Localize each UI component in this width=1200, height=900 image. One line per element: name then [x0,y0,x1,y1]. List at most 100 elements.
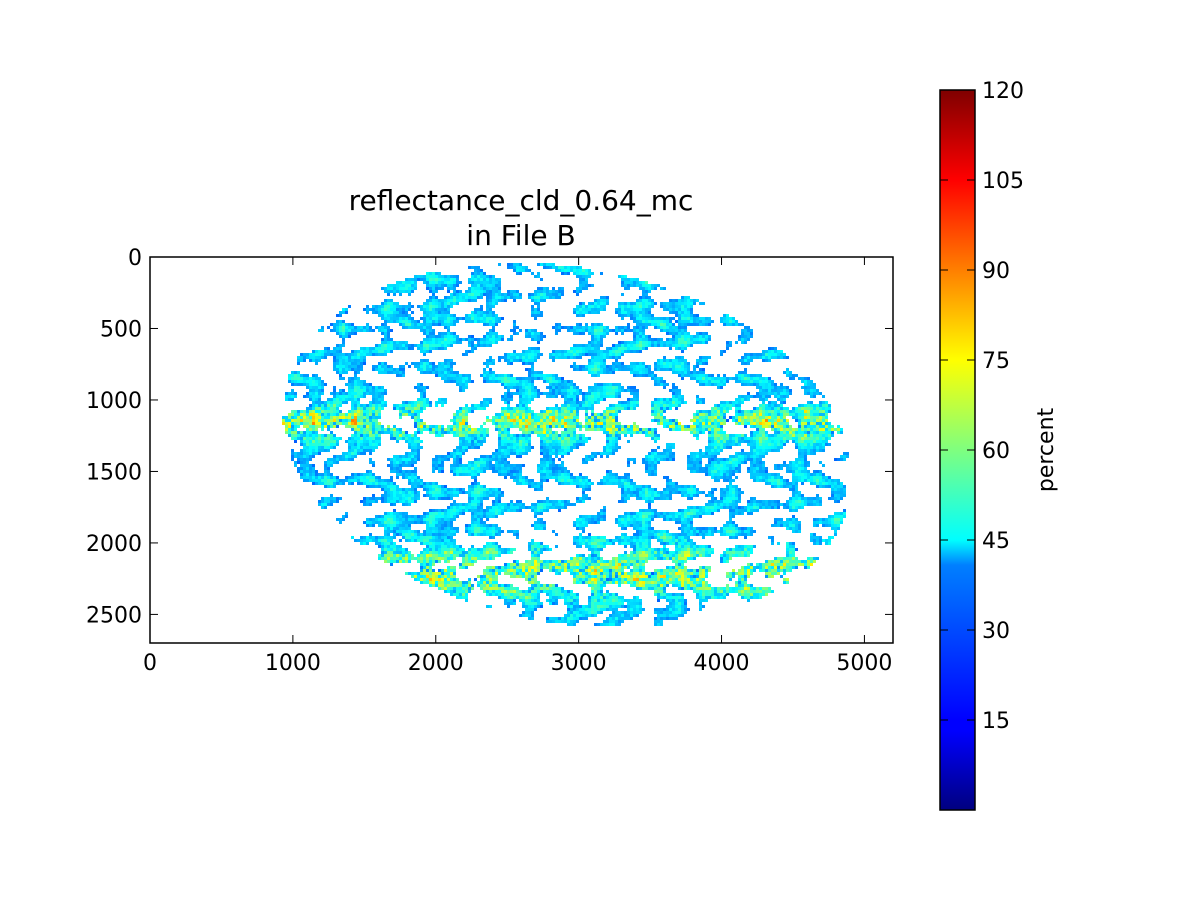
image-cell [357,395,360,398]
image-cell [546,392,549,395]
image-cell [810,389,813,392]
image-cell [588,275,591,278]
image-cell [285,422,288,425]
image-cell [651,434,654,437]
image-cell [372,419,375,422]
image-cell [630,284,633,287]
image-cell [300,422,303,425]
image-cell [777,386,780,389]
image-cell [594,350,597,353]
image-cell [348,362,351,365]
image-cell [768,377,771,380]
image-cell [390,368,393,371]
image-cell [648,323,651,326]
image-cell [564,431,567,434]
image-cell [648,365,651,368]
image-cell [561,272,564,275]
image-cell [597,365,600,368]
image-cell [732,401,735,404]
image-cell [480,269,483,272]
image-cell [816,431,819,434]
image-cell [555,443,558,446]
image-cell [531,272,534,275]
image-cell [738,404,741,407]
image-cell [351,407,354,410]
image-cell [600,359,603,362]
image-cell [780,392,783,395]
image-cell [819,431,822,434]
image-cell [477,440,480,443]
image-cell [354,389,357,392]
image-cell [642,338,645,341]
image-cell [558,383,561,386]
image-cell [558,410,561,413]
image-cell [786,410,789,413]
image-cell [792,428,795,431]
image-cell [435,428,438,431]
image-cell [360,329,363,332]
image-cell [447,425,450,428]
image-cell [507,401,510,404]
image-cell [654,344,657,347]
image-cell [387,326,390,329]
image-cell [723,419,726,422]
image-cell [504,425,507,428]
image-cell [462,437,465,440]
image-cell [555,431,558,434]
image-cell [570,410,573,413]
image-cell [321,350,324,353]
image-cell [477,437,480,440]
image-cell [717,407,720,410]
image-cell [288,395,291,398]
image-cell [429,344,432,347]
image-cell [741,398,744,401]
image-cell [501,398,504,401]
image-cell [354,416,357,419]
image-cell [447,380,450,383]
image-cell [708,428,711,431]
image-cell [777,398,780,401]
image-cell [696,365,699,368]
image-cell [564,266,567,269]
image-cell [681,305,684,308]
image-cell [609,443,612,446]
image-cell [813,425,816,428]
image-cell [687,341,690,344]
image-cell [378,410,381,413]
image-cell [801,446,804,449]
image-cell [321,413,324,416]
image-cell [663,380,666,383]
image-cell [453,302,456,305]
image-cell [771,407,774,410]
image-cell [615,392,618,395]
image-cell [357,356,360,359]
image-cell [609,350,612,353]
image-cell [678,317,681,320]
image-cell [597,368,600,371]
image-cell [513,440,516,443]
image-cell [591,368,594,371]
image-cell [423,425,426,428]
image-cell [612,383,615,386]
image-cell [474,293,477,296]
image-cell [468,410,471,413]
image-cell [309,434,312,437]
image-cell [708,380,711,383]
image-cell [708,431,711,434]
image-cell [384,344,387,347]
image-cell [741,419,744,422]
image-cell [543,392,546,395]
image-cell [777,440,780,443]
image-cell [327,422,330,425]
image-cell [468,290,471,293]
image-cell [531,392,534,395]
image-cell [519,269,522,272]
image-cell [459,410,462,413]
image-cell [603,410,606,413]
image-cell [696,380,699,383]
image-cell [525,359,528,362]
image-cell [639,335,642,338]
image-cell [648,374,651,377]
image-cell [528,389,531,392]
image-cell [387,302,390,305]
